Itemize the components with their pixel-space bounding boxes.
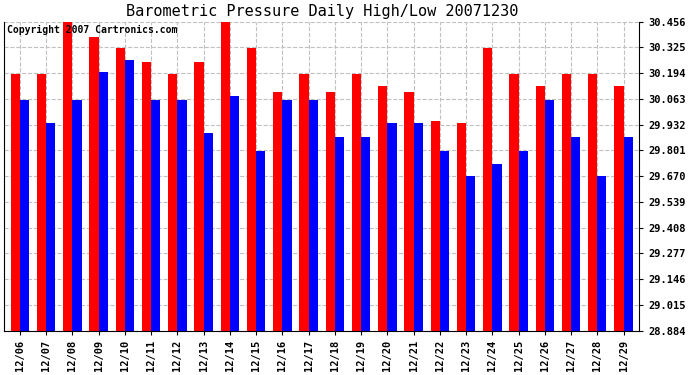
Bar bbox=[308, 99, 318, 330]
Bar bbox=[72, 99, 81, 330]
Bar bbox=[99, 72, 108, 330]
Bar bbox=[378, 86, 387, 330]
Title: Barometric Pressure Daily High/Low 20071230: Barometric Pressure Daily High/Low 20071… bbox=[126, 4, 518, 19]
Bar bbox=[90, 37, 99, 330]
Text: Copyright 2007 Cartronics.com: Copyright 2007 Cartronics.com bbox=[8, 25, 178, 35]
Bar bbox=[204, 133, 213, 330]
Bar bbox=[11, 74, 20, 330]
Bar bbox=[598, 176, 607, 330]
Bar bbox=[151, 99, 160, 330]
Bar bbox=[335, 137, 344, 330]
Bar bbox=[624, 137, 633, 330]
Bar bbox=[614, 86, 624, 330]
Bar bbox=[20, 99, 29, 330]
Bar bbox=[387, 123, 397, 330]
Bar bbox=[221, 21, 230, 330]
Bar bbox=[125, 60, 134, 330]
Bar bbox=[535, 86, 545, 330]
Bar bbox=[509, 74, 519, 330]
Bar bbox=[519, 151, 528, 330]
Bar bbox=[483, 48, 493, 330]
Bar bbox=[116, 48, 125, 330]
Bar bbox=[352, 74, 361, 330]
Bar bbox=[571, 137, 580, 330]
Bar bbox=[404, 92, 413, 330]
Bar bbox=[562, 74, 571, 330]
Bar bbox=[37, 74, 46, 330]
Bar bbox=[247, 48, 256, 330]
Bar bbox=[63, 21, 72, 330]
Bar bbox=[230, 96, 239, 330]
Bar bbox=[177, 99, 186, 330]
Bar bbox=[440, 151, 449, 330]
Bar bbox=[168, 74, 177, 330]
Bar bbox=[256, 151, 266, 330]
Bar bbox=[493, 164, 502, 330]
Bar bbox=[361, 137, 371, 330]
Bar bbox=[413, 123, 423, 330]
Bar bbox=[46, 123, 55, 330]
Bar bbox=[457, 123, 466, 330]
Bar bbox=[545, 99, 554, 330]
Bar bbox=[273, 92, 282, 330]
Bar bbox=[466, 176, 475, 330]
Bar bbox=[282, 99, 292, 330]
Bar bbox=[326, 92, 335, 330]
Bar bbox=[299, 74, 308, 330]
Bar bbox=[431, 121, 440, 330]
Bar bbox=[142, 62, 151, 330]
Bar bbox=[195, 62, 204, 330]
Bar bbox=[588, 74, 598, 330]
